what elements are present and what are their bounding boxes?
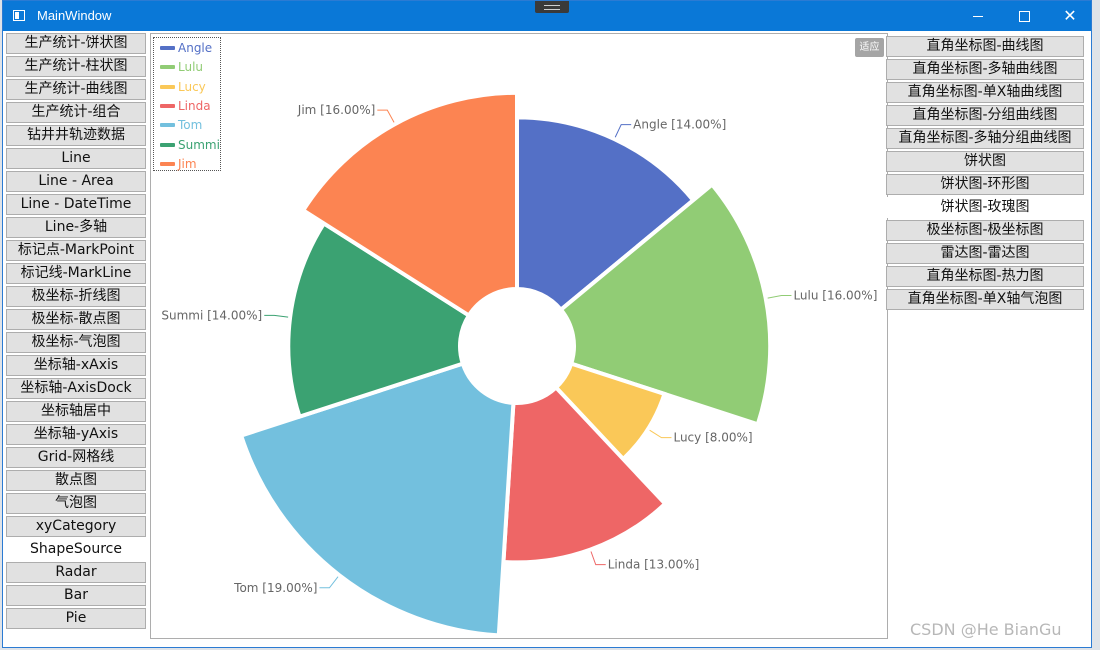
slice-label: Summi [14.00%] bbox=[161, 308, 262, 322]
left-nav-item[interactable]: 坐标轴-AxisDock bbox=[6, 378, 146, 399]
left-nav-item[interactable]: xyCategory bbox=[6, 516, 146, 537]
minimize-icon bbox=[973, 15, 983, 17]
label-leader-line bbox=[767, 295, 792, 299]
close-button[interactable]: ✕ bbox=[1047, 1, 1093, 31]
legend-swatch-icon bbox=[160, 142, 175, 147]
left-nav-item[interactable]: 生产统计-柱状图 bbox=[6, 56, 146, 77]
left-nav-item[interactable]: 散点图 bbox=[6, 470, 146, 491]
right-nav-item[interactable]: 直角坐标图-单X轴曲线图 bbox=[886, 82, 1084, 103]
rose-slice-lucy[interactable] bbox=[553, 361, 668, 462]
left-nav-item[interactable]: 生产统计-组合 bbox=[6, 102, 146, 123]
label-leader-line bbox=[614, 124, 632, 138]
left-nav-item[interactable]: 极坐标-折线图 bbox=[6, 286, 146, 307]
chart-legend: Angle Lulu Lucy Linda Tom Summi Jim bbox=[153, 37, 221, 171]
label-leader-line bbox=[319, 576, 339, 589]
legend-label: Linda bbox=[178, 98, 211, 113]
rose-slice-jim[interactable] bbox=[300, 90, 519, 319]
left-nav-item[interactable]: 坐标轴-xAxis bbox=[6, 355, 146, 376]
left-nav-item[interactable]: 标记点-MarkPoint bbox=[6, 240, 146, 261]
left-nav-item[interactable]: 生产统计-曲线图 bbox=[6, 79, 146, 100]
rose-slice-tom[interactable] bbox=[238, 361, 516, 638]
right-nav-item[interactable]: 直角坐标图-多轴曲线图 bbox=[886, 59, 1084, 80]
fit-button[interactable]: 适应 bbox=[855, 38, 884, 57]
left-nav-item[interactable]: 生产统计-饼状图 bbox=[6, 33, 146, 54]
left-nav-panel: 生产统计-饼状图 生产统计-柱状图 生产统计-曲线图 生产统计-组合 钻井井轨迹数据 Li… bbox=[6, 33, 146, 639]
legend-label: Lucy bbox=[178, 79, 206, 94]
slice-label: Tom [19.00%] bbox=[233, 581, 317, 595]
right-nav-item[interactable]: 雷达图-雷达图 bbox=[886, 243, 1084, 264]
window-app-icon bbox=[13, 10, 25, 21]
right-nav-item[interactable]: 直角坐标图-热力图 bbox=[886, 266, 1084, 287]
legend-swatch-icon bbox=[160, 161, 175, 166]
snap-grip-icon[interactable] bbox=[535, 1, 569, 13]
right-nav-item[interactable]: 直角坐标图-曲线图 bbox=[886, 36, 1084, 57]
label-leader-line bbox=[590, 551, 606, 566]
label-leader-line bbox=[264, 314, 289, 318]
close-icon: ✕ bbox=[1063, 6, 1077, 25]
slice-label: Jim [16.00%] bbox=[297, 103, 376, 117]
slice-label: Lulu [16.00%] bbox=[793, 289, 877, 303]
left-nav-item[interactable]: 钻井井轨迹数据 bbox=[6, 125, 146, 146]
rose-slice-linda[interactable] bbox=[501, 384, 668, 565]
maximize-button[interactable] bbox=[1001, 1, 1047, 31]
right-nav-item[interactable]: 极坐标图-极坐标图 bbox=[886, 220, 1084, 241]
right-nav-item[interactable]: 直角坐标图-多轴分组曲线图 bbox=[886, 128, 1084, 149]
legend-swatch-icon bbox=[160, 46, 175, 50]
right-nav-item[interactable]: 直角坐标图-分组曲线图 bbox=[886, 105, 1084, 126]
left-nav-item[interactable]: Radar bbox=[6, 562, 146, 583]
left-nav-item[interactable]: Line-多轴 bbox=[6, 217, 146, 238]
left-nav-item[interactable]: Grid-网格线 bbox=[6, 447, 146, 468]
left-nav-item[interactable]: Line - DateTime bbox=[6, 194, 146, 215]
legend-label: Tom bbox=[178, 118, 203, 133]
left-nav-item[interactable]: 极坐标-散点图 bbox=[6, 309, 146, 330]
title-bar[interactable]: MainWindow ✕ bbox=[3, 1, 1091, 31]
slice-label: Linda [13.00%] bbox=[608, 558, 700, 572]
rose-slice-angle[interactable] bbox=[515, 115, 697, 313]
minimize-button[interactable] bbox=[955, 1, 1001, 31]
left-nav-item[interactable]: 极坐标-气泡图 bbox=[6, 332, 146, 353]
left-nav-item[interactable]: Bar bbox=[6, 585, 146, 606]
right-nav-panel: 直角坐标图-曲线图 直角坐标图-多轴曲线图 直角坐标图-单X轴曲线图 直角坐标图-分组… bbox=[886, 36, 1084, 312]
legend-swatch-icon bbox=[160, 65, 175, 70]
legend-label: Summi bbox=[178, 137, 220, 152]
left-nav-item[interactable]: 气泡图 bbox=[6, 493, 146, 514]
right-nav-item[interactable]: 饼状图-玫瑰图 bbox=[886, 197, 1084, 218]
legend-label: Jim bbox=[178, 156, 197, 171]
legend-swatch-icon bbox=[160, 103, 175, 108]
maximize-icon bbox=[1018, 10, 1030, 22]
legend-label: Angle bbox=[178, 41, 213, 55]
right-nav-item[interactable]: 直角坐标图-单X轴气泡图 bbox=[886, 289, 1084, 310]
left-nav-item[interactable]: 标记线-MarkLine bbox=[6, 263, 146, 284]
slice-label: Lucy [8.00%] bbox=[673, 431, 752, 445]
left-nav-item[interactable]: Line - Area bbox=[6, 171, 146, 192]
right-nav-item[interactable]: 饼状图-环形图 bbox=[886, 174, 1084, 195]
left-nav-item[interactable]: Line bbox=[6, 148, 146, 169]
rose-slice-summi[interactable] bbox=[286, 220, 472, 420]
watermark: CSDN @He BianGu bbox=[910, 620, 1062, 639]
left-nav-item[interactable]: 坐标轴居中 bbox=[6, 401, 146, 422]
left-nav-item[interactable]: ShapeSource bbox=[6, 539, 146, 560]
label-leader-line bbox=[649, 429, 672, 439]
window-title: MainWindow bbox=[37, 8, 112, 23]
left-nav-item[interactable]: Pie bbox=[6, 608, 146, 629]
rose-slice-lulu[interactable] bbox=[558, 181, 773, 427]
right-nav-item[interactable]: 饼状图 bbox=[886, 151, 1084, 172]
legend-swatch-icon bbox=[160, 84, 175, 89]
slice-label: Angle [14.00%] bbox=[633, 118, 726, 132]
legend-label: Lulu bbox=[178, 60, 204, 75]
legend-swatch-icon bbox=[160, 123, 175, 128]
left-nav-item[interactable]: 坐标轴-yAxis bbox=[6, 424, 146, 445]
rose-center-hole bbox=[462, 291, 572, 401]
label-leader-line bbox=[377, 109, 395, 123]
